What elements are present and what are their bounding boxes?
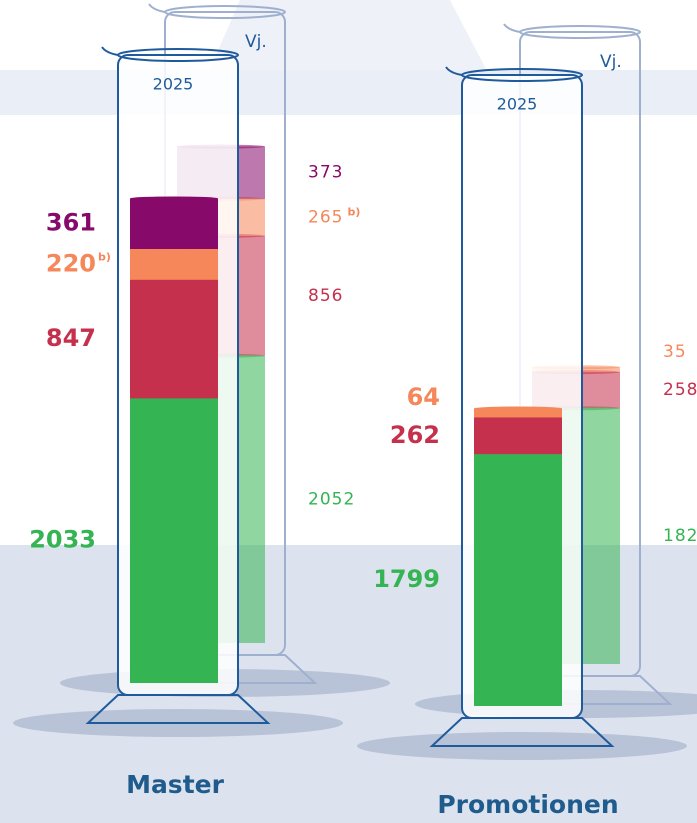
liquid-segment <box>130 198 218 249</box>
value-label: 265 <box>308 207 343 227</box>
category-label: 2025 <box>153 75 194 94</box>
value-label: 262 <box>390 421 440 449</box>
value-label: 1827 <box>663 526 697 546</box>
value-label: 35 <box>663 342 687 362</box>
footnote-marker: b) <box>98 250 111 263</box>
value-label: 856 <box>308 286 343 306</box>
category-label: Vj. <box>600 52 622 72</box>
liquid-segment <box>130 398 218 683</box>
value-label: 258 <box>663 380 697 400</box>
group-title: Master <box>126 770 225 799</box>
category-label: 2025 <box>497 95 538 114</box>
liquid-surface <box>130 196 218 200</box>
backdrop-band <box>0 70 697 115</box>
value-label: 1799 <box>373 565 440 593</box>
liquid-segment <box>130 249 218 280</box>
value-label: 373 <box>308 163 343 183</box>
infographic: 2052856265b)373Vj.2033847220b)3612025Mas… <box>0 0 697 823</box>
liquid-segment <box>474 417 562 454</box>
value-label: 220 <box>46 249 96 277</box>
category-label: Vj. <box>245 32 267 52</box>
group-title: Promotionen <box>437 790 618 819</box>
footnote-marker: b) <box>347 205 360 218</box>
liquid-segment <box>130 280 218 399</box>
value-label: 64 <box>407 383 440 411</box>
value-label: 361 <box>46 209 96 237</box>
liquid-segment <box>474 454 562 706</box>
liquid-surface <box>474 407 562 411</box>
value-label: 2033 <box>29 526 96 554</box>
value-label: 2052 <box>308 489 355 509</box>
value-label: 847 <box>46 324 96 352</box>
